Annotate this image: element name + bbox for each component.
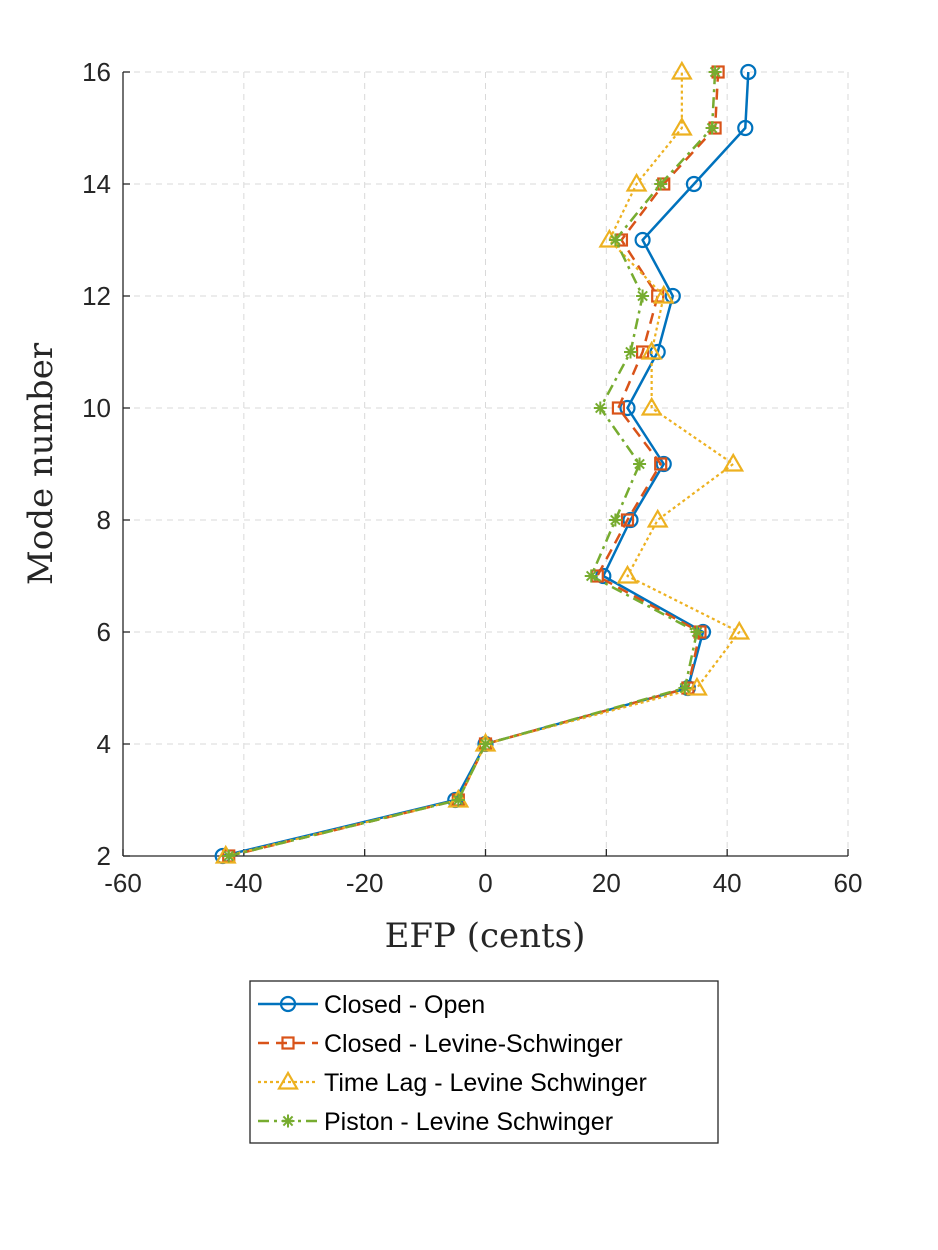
data-point-marker bbox=[652, 284, 675, 304]
data-point-marker bbox=[593, 401, 607, 415]
y-tick-label: 16 bbox=[82, 57, 111, 87]
data-point-marker bbox=[608, 233, 622, 247]
data-series bbox=[214, 60, 757, 865]
data-point-marker bbox=[728, 620, 751, 640]
series-2 bbox=[222, 65, 725, 863]
data-point-marker bbox=[451, 793, 465, 807]
legend: Closed - Open Closed - Levine-Schwinger Ti… bbox=[249, 980, 719, 1144]
x-tick-label: -60 bbox=[104, 868, 142, 898]
data-point-marker bbox=[620, 513, 635, 527]
y-tick-label: 12 bbox=[82, 281, 111, 311]
legend-box bbox=[249, 980, 719, 1144]
legend-label: Time Lag - Levine Schwinger bbox=[324, 1069, 647, 1097]
data-point-marker bbox=[616, 564, 639, 584]
data-point-marker bbox=[670, 60, 693, 80]
data-point-marker bbox=[584, 569, 598, 583]
legend-marker bbox=[281, 1036, 295, 1050]
legend-entry: Piston - Levine Schwinger bbox=[258, 1108, 613, 1136]
data-point-marker bbox=[737, 119, 754, 137]
data-point-marker bbox=[690, 625, 704, 639]
data-point-marker bbox=[625, 172, 648, 192]
legend-marker bbox=[281, 1114, 295, 1128]
data-point-marker bbox=[624, 345, 637, 359]
data-point-marker bbox=[479, 737, 492, 751]
series-line bbox=[225, 72, 741, 858]
y-tick-label: 6 bbox=[97, 617, 111, 647]
data-point-marker bbox=[633, 457, 647, 471]
data-point-marker bbox=[634, 231, 651, 249]
data-point-marker bbox=[619, 399, 636, 417]
y-tick-label: 4 bbox=[97, 729, 111, 759]
legend-entry: Closed - Levine-Schwinger bbox=[258, 1030, 623, 1058]
data-point-marker bbox=[670, 116, 693, 136]
x-tick-label: 0 bbox=[478, 868, 492, 898]
data-point-marker bbox=[655, 455, 672, 473]
x-tick-label: -40 bbox=[225, 868, 263, 898]
legend-label: Closed - Open bbox=[324, 991, 485, 1019]
series-3 bbox=[214, 60, 751, 864]
y-tick-label: 8 bbox=[97, 505, 111, 535]
data-point-marker bbox=[708, 65, 722, 79]
data-point-marker bbox=[705, 121, 719, 135]
legend-label: Piston - Levine Schwinger bbox=[324, 1108, 613, 1136]
data-point-marker bbox=[640, 340, 663, 360]
series-line bbox=[228, 71, 717, 858]
x-tick-label: 40 bbox=[713, 868, 742, 898]
data-point-marker bbox=[654, 457, 668, 471]
y-tick-label: 2 bbox=[97, 841, 111, 871]
legend-marker bbox=[279, 995, 297, 1013]
series-4 bbox=[222, 65, 722, 863]
plot-axes bbox=[122, 71, 849, 857]
x-tick-label: 60 bbox=[834, 868, 863, 898]
data-point-marker bbox=[640, 396, 663, 416]
data-point-marker bbox=[646, 508, 669, 528]
data-point-marker bbox=[608, 513, 622, 527]
x-tick-label: -20 bbox=[346, 868, 384, 898]
data-point-marker bbox=[685, 175, 703, 193]
data-point-marker bbox=[678, 681, 692, 695]
legend-label: Closed - Levine-Schwinger bbox=[324, 1030, 623, 1058]
x-tick-label: 20 bbox=[592, 868, 621, 898]
x-axis-title: EFP (cents) bbox=[385, 916, 586, 956]
data-point-marker bbox=[654, 177, 668, 191]
data-point-marker bbox=[740, 63, 757, 81]
legend-marker bbox=[277, 1070, 299, 1090]
legend-entry: Closed - Open bbox=[258, 991, 485, 1019]
data-point-marker bbox=[636, 289, 650, 303]
data-point-marker bbox=[611, 401, 626, 415]
data-point-marker bbox=[622, 511, 639, 529]
y-axis-title: Mode number bbox=[21, 342, 61, 585]
data-point-marker bbox=[222, 849, 236, 863]
data-point-marker bbox=[722, 452, 745, 472]
data-point-marker bbox=[686, 676, 708, 696]
y-tick-label: 14 bbox=[82, 169, 111, 199]
y-tick-label: 10 bbox=[82, 393, 111, 423]
grid-lines bbox=[123, 71, 849, 856]
tick-labels: -60 -40 -20 0 20 40 60 2 4 6 8 10 12 14 16 bbox=[82, 57, 862, 898]
legend-entry: Time Lag - Levine Schwinger bbox=[258, 1069, 647, 1097]
